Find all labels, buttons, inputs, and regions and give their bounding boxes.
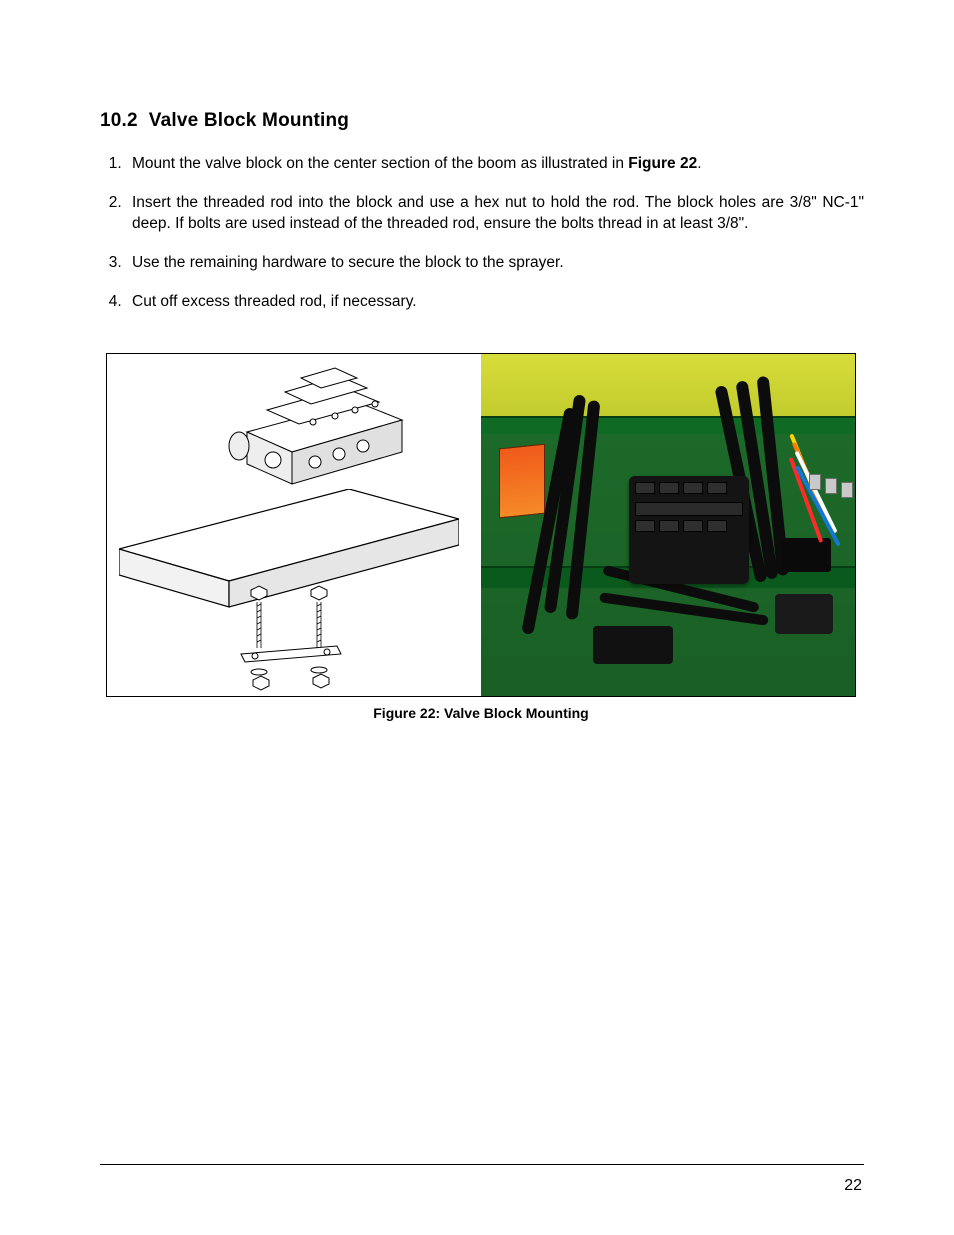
section-heading: 10.2 Valve Block Mounting: [100, 110, 864, 132]
page-number: 22: [844, 1177, 862, 1195]
step-text: Insert the threaded rod into the block a…: [132, 194, 864, 232]
mounting-hardware-drawing: [227, 584, 377, 692]
hydraulic-fitting: [825, 478, 837, 494]
harness-clamp: [775, 594, 833, 634]
valve-block-drawing: [217, 362, 417, 502]
step-list: Mount the valve block on the center sect…: [100, 154, 864, 331]
connector-port: [707, 520, 727, 532]
list-item: Use the remaining hardware to secure the…: [126, 253, 864, 274]
list-item: Insert the threaded rod into the block a…: [126, 193, 864, 235]
connector-port: [683, 520, 703, 532]
connector-port: [635, 482, 655, 494]
figure-22: [106, 353, 856, 697]
list-item: Mount the valve block on the center sect…: [126, 154, 864, 175]
connector-port: [683, 482, 703, 494]
figure-right-panel: [481, 354, 855, 696]
section-number: 10.2: [100, 110, 138, 131]
warning-panel: [499, 443, 545, 518]
figure-caption: Figure 22: Valve Block Mounting: [106, 705, 856, 721]
connector-port: [707, 482, 727, 494]
figure-left-panel: [107, 354, 481, 696]
connector-port: [659, 482, 679, 494]
module-label-plate: [635, 502, 743, 516]
junction-box: [781, 538, 831, 572]
sprayer-tank: [481, 354, 855, 416]
list-item: Cut off excess threaded rod, if necessar…: [126, 292, 864, 313]
hydraulic-fitting: [841, 482, 853, 498]
step-text: Mount the valve block on the center sect…: [132, 155, 628, 172]
section-title: Valve Block Mounting: [149, 110, 349, 131]
footer-rule: [100, 1164, 864, 1165]
step-text: Cut off excess threaded rod, if necessar…: [132, 293, 417, 310]
valve-controller-module: [629, 476, 749, 584]
figure-reference: Figure 22: [628, 155, 697, 172]
hydraulic-fitting: [809, 474, 821, 490]
connector-port: [659, 520, 679, 532]
connector-port: [635, 520, 655, 532]
secondary-module: [593, 626, 673, 664]
frame-rail-upper: [481, 416, 855, 434]
step-text-suffix: .: [697, 155, 701, 172]
document-page: 10.2 Valve Block Mounting Mount the valv…: [0, 0, 954, 1235]
step-text: Use the remaining hardware to secure the…: [132, 254, 564, 271]
